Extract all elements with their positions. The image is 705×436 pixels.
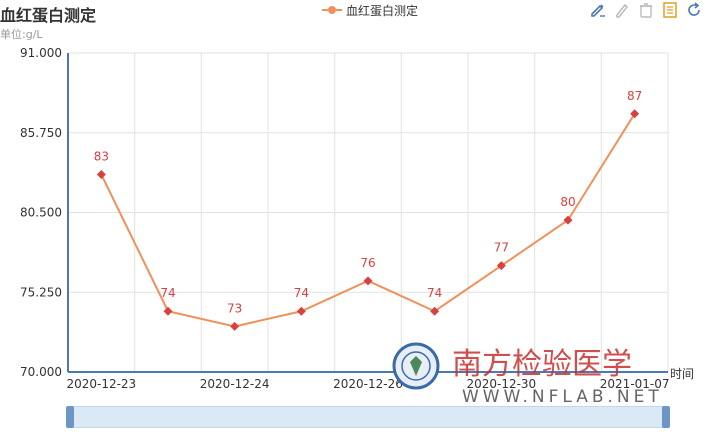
data-point (630, 109, 640, 119)
clear-icon[interactable] (635, 0, 657, 20)
data-label: 74 (427, 286, 442, 300)
y-tick-label: 91.000 (20, 46, 62, 60)
data-point (363, 276, 373, 286)
series-line (100, 113, 636, 328)
refresh-icon[interactable] (683, 0, 705, 20)
x-tick-label: 2020-12-23 (66, 377, 136, 391)
edit-icon[interactable] (587, 0, 609, 20)
y-tick-label: 85.750 (20, 126, 62, 140)
chart-title: 血红蛋白测定 (0, 6, 97, 25)
data-point (430, 306, 440, 316)
data-zoom-slider[interactable] (66, 406, 670, 428)
watermark-cn-text: 南方检验医学 (452, 347, 632, 382)
data-label: 74 (294, 286, 309, 300)
watermark-logo: 南方检验医学 WWW.NFLAB.NET (392, 342, 663, 407)
x-tick-label: 2020-12-26 (333, 377, 403, 391)
data-label: 80 (560, 195, 575, 209)
data-view-icon[interactable] (659, 0, 681, 20)
data-label: 83 (94, 150, 109, 164)
data-point (496, 261, 506, 271)
legend[interactable]: 血红蛋白测定 (322, 2, 418, 18)
data-label: 73 (227, 301, 242, 315)
data-point (163, 306, 173, 316)
x-tick-label: 2020-12-24 (200, 377, 270, 391)
data-point (230, 321, 240, 331)
data-label: 76 (360, 256, 375, 270)
data-point (96, 170, 106, 180)
chart-unit-label: 单位:g/L (0, 28, 43, 41)
x-axis-label: 时间 (670, 367, 694, 381)
y-tick-label: 70.000 (20, 365, 62, 379)
data-label: 74 (160, 286, 175, 300)
legend-label: 血红蛋白测定 (346, 3, 419, 18)
data-point (563, 215, 573, 225)
zoom-handle-left[interactable] (66, 406, 74, 428)
data-label: 77 (494, 241, 509, 255)
watermark-url-text: WWW.NFLAB.NET (462, 387, 663, 407)
data-label: 87 (627, 89, 642, 103)
zoom-handle-right[interactable] (662, 406, 670, 428)
x-tick-label: 2021-01-07 (600, 377, 670, 391)
y-tick-label: 75.250 (20, 285, 62, 299)
y-tick-label: 80.500 (20, 206, 62, 220)
toolbox (587, 0, 705, 20)
x-tick-label: 2020-12-30 (466, 377, 536, 391)
data-point (296, 306, 306, 316)
legend-line-marker (322, 4, 342, 16)
pencil-icon[interactable] (611, 0, 633, 20)
